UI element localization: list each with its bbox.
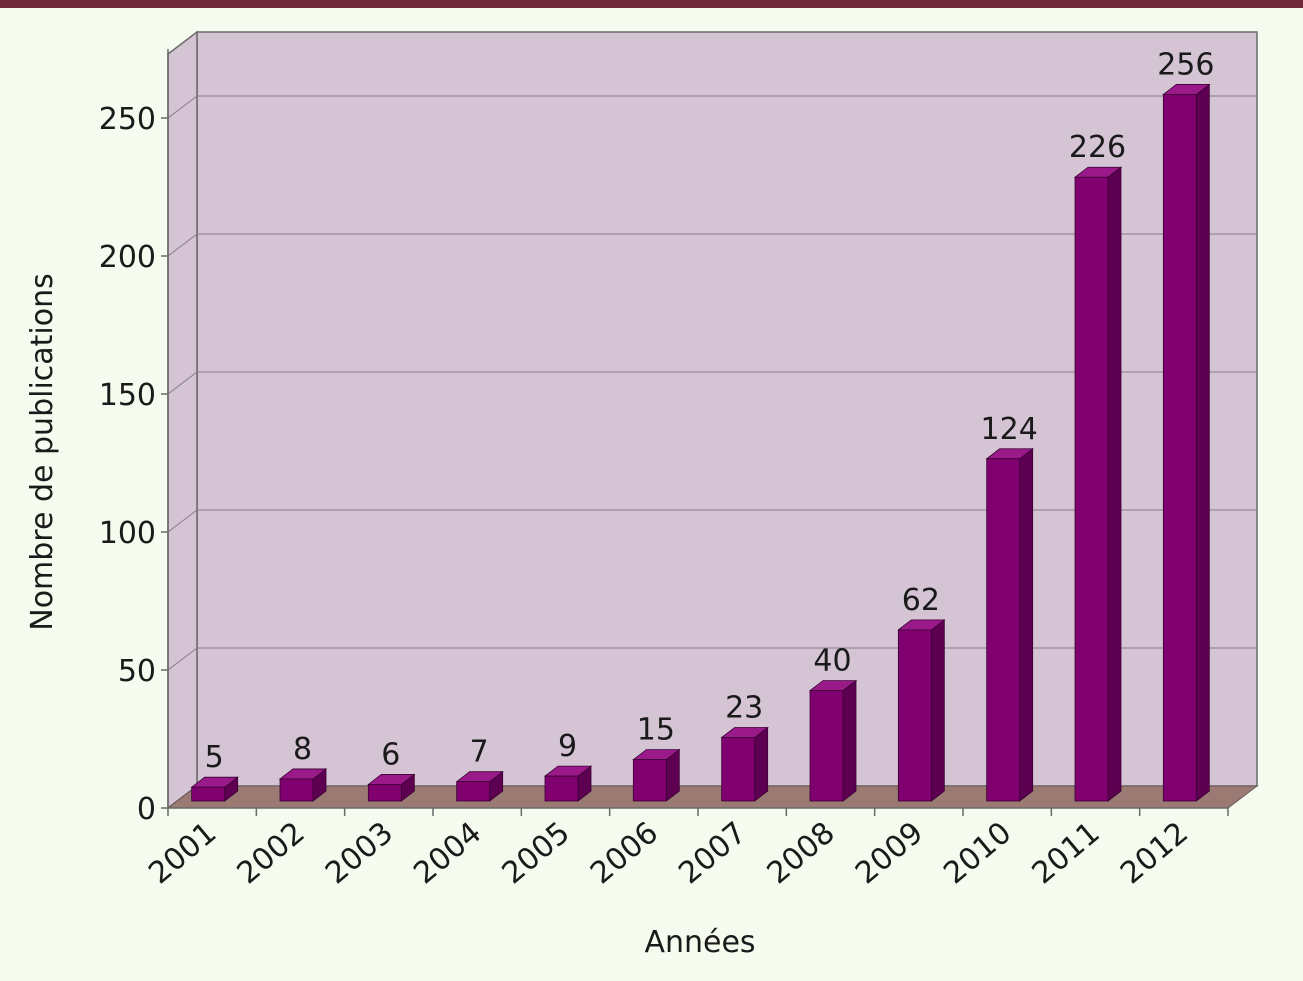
x-tick-label: 2003 [319, 815, 400, 891]
side-wall [167, 30, 198, 810]
data-label: 62 [902, 583, 940, 618]
bar [721, 737, 756, 802]
x-tick-label: 2007 [672, 815, 753, 891]
bar-side [930, 619, 945, 802]
x-tick-label: 2002 [231, 815, 312, 891]
data-label: 9 [558, 729, 577, 764]
x-tick-label: 2011 [1026, 815, 1107, 891]
data-label: 226 [1069, 130, 1126, 165]
bar [897, 629, 932, 802]
x-tick-label: 2008 [761, 815, 842, 891]
x-axis-label: Années [644, 925, 755, 960]
bar [809, 690, 844, 802]
bar-side [842, 679, 857, 802]
y-tick-label: 0 [137, 792, 156, 827]
y-tick-label: 50 [118, 654, 156, 689]
bar [367, 784, 402, 802]
data-label: 5 [205, 740, 224, 775]
data-label: 256 [1157, 47, 1214, 82]
data-label: 40 [813, 644, 851, 679]
top-border [0, 0, 1303, 8]
x-tick-label: 2006 [584, 815, 665, 891]
bar [191, 786, 226, 802]
x-tick-label: 2012 [1114, 815, 1195, 891]
gridline-side [167, 509, 198, 533]
y-tick-label: 150 [99, 378, 156, 413]
bar-side [1107, 166, 1122, 802]
x-tick-label: 2005 [496, 815, 577, 891]
y-axis-label: Nombre de publications [25, 273, 60, 631]
x-tick-label: 2010 [937, 815, 1018, 891]
gridline-side [167, 233, 198, 257]
bar [986, 458, 1021, 802]
bar [544, 775, 579, 802]
bar-side [1019, 447, 1034, 802]
x-tick-label: 2004 [407, 815, 488, 891]
data-label: 8 [293, 732, 312, 767]
data-label: 7 [470, 735, 489, 770]
gridline-side [167, 371, 198, 395]
y-tick-label: 200 [99, 240, 156, 275]
bar [456, 781, 491, 802]
bar [632, 759, 667, 802]
bar-side [754, 726, 769, 802]
bar [1162, 94, 1197, 802]
data-label: 124 [981, 412, 1038, 447]
data-label: 15 [637, 713, 675, 748]
y-tick-label: 100 [99, 516, 156, 551]
bar-side [1195, 83, 1210, 802]
data-label: 23 [725, 691, 763, 726]
x-tick-label: 2009 [849, 815, 930, 891]
data-label: 6 [381, 737, 400, 772]
y-tick-label: 250 [99, 102, 156, 137]
bar [279, 778, 314, 802]
bar [1074, 176, 1109, 802]
gridline-side [167, 95, 198, 119]
gridline-side [167, 647, 198, 671]
